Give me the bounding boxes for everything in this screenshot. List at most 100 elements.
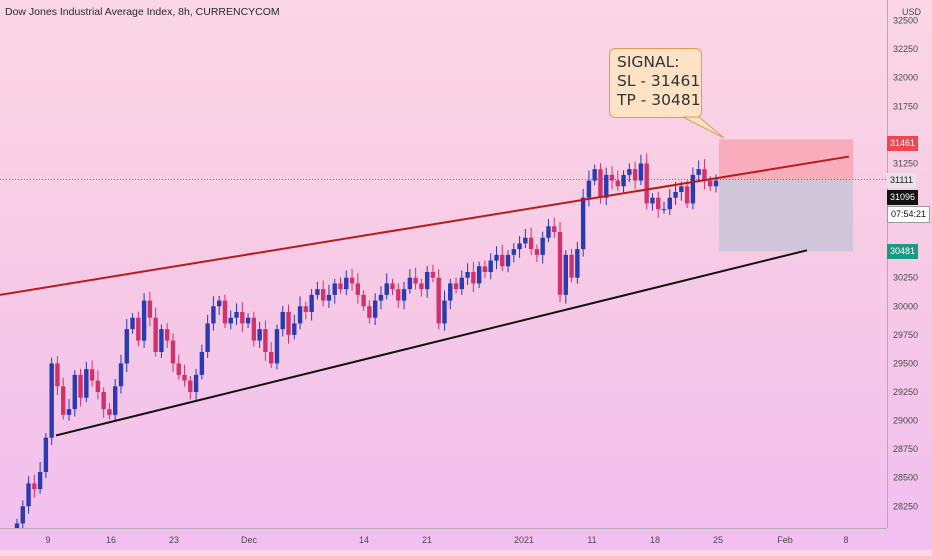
price-tick-label: 29750 (893, 330, 918, 340)
candle-body (315, 289, 320, 295)
candle-body (118, 363, 124, 387)
candle-body (702, 169, 707, 181)
candle-body (159, 329, 164, 352)
candle-body (372, 300, 378, 318)
candle-body (188, 380, 193, 392)
candle-body (153, 317, 158, 352)
candle-body (690, 174, 696, 204)
candle-body (580, 197, 586, 250)
candle-body (708, 180, 713, 187)
time-tick-label: 21 (422, 535, 432, 545)
candle-body (309, 294, 314, 312)
chart-area[interactable]: Dow Jones Industrial Average Index, 8h, … (0, 0, 887, 535)
price-tick-label: 31250 (893, 158, 918, 168)
candle-body (361, 294, 366, 307)
candle-body (598, 169, 603, 198)
candle-body (263, 329, 268, 352)
candle-body (176, 363, 181, 375)
candle-body (644, 163, 649, 204)
candle-body (20, 506, 25, 524)
candle-body (488, 260, 493, 272)
candle-body (297, 306, 303, 324)
candle-body (292, 323, 297, 335)
signal-take-profit: TP - 30481 (617, 91, 701, 109)
time-tick-label: Dec (241, 535, 258, 545)
price-axis-labels: USD 32500 32250 32000 31750 31250 30250 30000 2… (893, 7, 922, 511)
candle-body (130, 317, 135, 330)
candle-body (147, 300, 153, 318)
candle-body (170, 340, 176, 364)
candle-body (401, 289, 407, 301)
time-tick-label: 14 (359, 535, 369, 545)
currency-label: USD (902, 7, 922, 17)
candle-body (569, 254, 574, 278)
time-tick-label: 23 (169, 535, 179, 545)
candle-body (511, 249, 517, 255)
candle-body (107, 409, 112, 415)
candle-body (523, 237, 528, 244)
candle-body (338, 283, 343, 290)
candle-body (453, 283, 459, 290)
candle-body (286, 312, 291, 335)
candle-body (280, 312, 285, 330)
candle-body (615, 180, 620, 187)
candle-body (448, 283, 453, 301)
candle-body (274, 329, 280, 364)
trendlines[interactable] (0, 155, 850, 437)
time-tick-label: Feb (777, 535, 793, 545)
candle-body (563, 254, 569, 295)
resistance-trendline (0, 155, 850, 296)
candle-body (667, 197, 672, 210)
candle-body (482, 266, 488, 272)
time-tick-label: 9 (45, 535, 50, 545)
candle-body (534, 249, 540, 255)
price-tick-label: 28250 (893, 501, 918, 511)
candle-body (430, 272, 436, 278)
candle-body (72, 374, 77, 410)
candle-body (49, 363, 54, 438)
signal-callout[interactable]: SIGNAL: SL - 31461 TP - 30481 (609, 48, 702, 118)
candle-body (332, 283, 337, 295)
candle-body (476, 266, 482, 284)
price-axis[interactable]: USD 32500 32250 32000 31750 31250 30250 30000 2… (887, 0, 932, 528)
time-axis[interactable]: 9 16 23 Dec 14 21 2021 11 18 25 Feb 8 (0, 528, 887, 551)
signal-stop-loss: SL - 31461 (617, 72, 701, 90)
take-profit-tag: 30481 (887, 244, 919, 259)
candle-body (43, 437, 49, 472)
candle-body (424, 272, 430, 290)
price-tick-label: 32500 (893, 16, 918, 26)
price-tick-label: 30250 (893, 273, 918, 283)
candle-body (228, 317, 233, 324)
candle-body (222, 300, 228, 324)
candle-body (101, 392, 106, 410)
price-tick-label: 29250 (893, 387, 918, 397)
candle-body (546, 226, 551, 238)
price-tick-label: 29000 (893, 416, 918, 426)
candle-body (84, 369, 89, 398)
candle-body (113, 386, 118, 415)
time-tick-label: 25 (713, 535, 723, 545)
candle-body (465, 272, 470, 278)
candle-body (673, 192, 678, 198)
time-tick-label: 18 (650, 535, 660, 545)
candle-body (205, 323, 210, 352)
candle-body (390, 283, 395, 290)
last-price-tag: 31096 (887, 190, 919, 205)
candle-body (627, 169, 632, 175)
candle-body (268, 352, 274, 364)
candle-body (95, 380, 101, 392)
candle-body (575, 249, 580, 278)
countdown-tag: 07:54:21 (887, 206, 931, 223)
time-tick-label: 8 (843, 535, 848, 545)
take-profit-zone (719, 179, 853, 252)
candle-body (193, 374, 199, 392)
candle-body (656, 197, 661, 210)
price-tick-label: 32250 (893, 44, 918, 54)
candle-body (500, 254, 505, 267)
time-tick-label: 11 (587, 535, 596, 545)
candle-body (661, 209, 667, 211)
candle-body (199, 352, 205, 375)
candle-body (679, 186, 684, 192)
candle-body (61, 386, 66, 415)
candle-body (419, 283, 424, 290)
